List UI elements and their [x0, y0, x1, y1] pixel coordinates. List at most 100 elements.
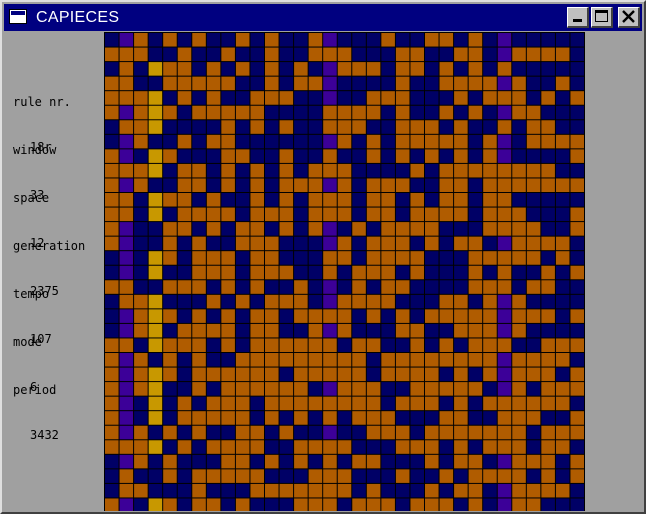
ca-cell — [134, 338, 148, 352]
ca-cell — [352, 309, 366, 323]
title-bar[interactable]: CAPIECES — [4, 4, 642, 31]
ca-cell — [119, 178, 134, 192]
ca-cell — [541, 236, 555, 251]
ca-cell — [323, 382, 337, 396]
ca-cell — [105, 33, 119, 47]
ca-cell — [570, 469, 584, 483]
ca-cell — [497, 440, 512, 454]
ca-cell — [337, 251, 352, 265]
maximize-button[interactable] — [591, 7, 613, 28]
ca-cell — [163, 498, 177, 511]
ca-cell — [366, 105, 381, 120]
ca-cell — [439, 382, 454, 396]
ca-cell — [526, 280, 541, 294]
ca-cell — [308, 411, 323, 425]
ca-cell — [279, 323, 294, 338]
ca-cell — [250, 294, 264, 309]
minimize-button[interactable] — [567, 7, 589, 28]
ca-cell — [206, 469, 221, 483]
ca-cell — [192, 440, 206, 454]
ca-cell — [555, 367, 570, 382]
ca-cell — [235, 207, 250, 222]
ca-cell — [526, 382, 541, 396]
ca-cell — [192, 294, 206, 309]
ca-cell — [366, 411, 381, 425]
ca-cell — [454, 222, 468, 236]
ca-cell — [148, 265, 163, 280]
ca-cell — [541, 382, 555, 396]
ca-cell — [512, 33, 526, 47]
ca-cell — [541, 280, 555, 294]
ca-cell — [541, 62, 555, 76]
ca-cell — [250, 323, 264, 338]
ca-cell — [134, 76, 148, 91]
ca-cell — [250, 338, 264, 352]
ca-cell — [323, 149, 337, 163]
ca-cell — [294, 222, 308, 236]
cellular-automaton-grid[interactable] — [104, 32, 585, 511]
ca-cell — [148, 236, 163, 251]
automaton-display[interactable] — [104, 32, 585, 511]
ca-cell — [366, 280, 381, 294]
ca-cell — [483, 280, 497, 294]
ca-cell — [163, 149, 177, 163]
ca-cell — [279, 382, 294, 396]
ca-cell — [177, 411, 192, 425]
ca-cell — [163, 207, 177, 222]
ca-cell — [366, 396, 381, 411]
ca-cell — [512, 149, 526, 163]
ca-cell — [206, 120, 221, 134]
ca-cell — [497, 396, 512, 411]
ca-cell — [294, 236, 308, 251]
ca-cell — [439, 353, 454, 367]
ca-cell — [555, 396, 570, 411]
ca-cell — [439, 367, 454, 382]
ca-cell — [105, 454, 119, 469]
ca-cell — [497, 294, 512, 309]
space-value: 12 — [30, 236, 45, 250]
ca-cell — [235, 251, 250, 265]
ca-cell — [541, 193, 555, 207]
ca-cell — [570, 483, 584, 498]
ca-cell — [454, 251, 468, 265]
ca-cell — [235, 367, 250, 382]
ca-cell — [541, 309, 555, 323]
ca-cell — [410, 251, 424, 265]
ca-cell — [308, 251, 323, 265]
ca-cell — [177, 47, 192, 62]
ca-cell — [119, 280, 134, 294]
ca-cell — [439, 62, 454, 76]
info-tempo: tempo 107 — [13, 257, 71, 377]
ca-cell — [163, 440, 177, 454]
ca-cell — [425, 134, 439, 149]
ca-cell — [468, 178, 483, 192]
ca-cell — [395, 76, 410, 91]
ca-cell — [425, 207, 439, 222]
ca-cell — [221, 163, 235, 178]
ca-cell — [381, 309, 395, 323]
ca-cell — [323, 76, 337, 91]
ca-cell — [425, 236, 439, 251]
ca-cell — [454, 294, 468, 309]
ca-cell — [294, 251, 308, 265]
ca-cell — [265, 105, 279, 120]
ca-cell — [235, 353, 250, 367]
ca-cell — [468, 265, 483, 280]
ca-cell — [381, 62, 395, 76]
app-window-icon[interactable] — [9, 9, 27, 24]
ca-cell — [206, 222, 221, 236]
ca-cell — [512, 251, 526, 265]
ca-cell — [352, 62, 366, 76]
info-space: space 12 — [13, 161, 71, 281]
ca-cell — [323, 294, 337, 309]
ca-cell — [483, 425, 497, 440]
ca-cell — [134, 236, 148, 251]
ca-cell — [526, 469, 541, 483]
close-button[interactable] — [618, 7, 640, 28]
ca-cell — [250, 193, 264, 207]
ca-cell — [425, 425, 439, 440]
ca-cell — [366, 425, 381, 440]
ca-cell — [483, 76, 497, 91]
ca-cell — [337, 367, 352, 382]
ca-cell — [206, 163, 221, 178]
